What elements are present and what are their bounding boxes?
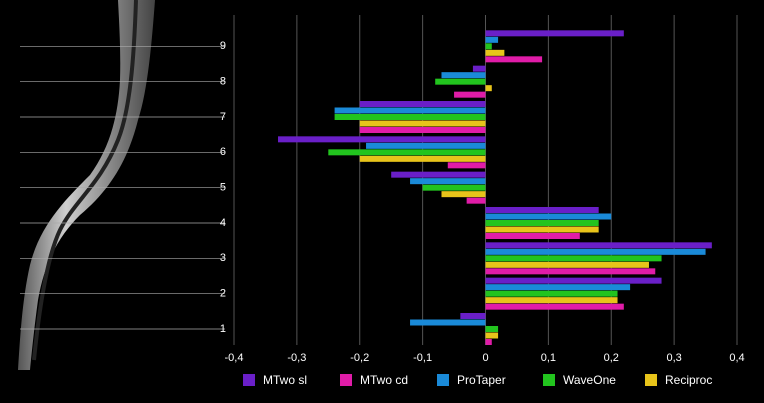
legend-swatch [645, 374, 657, 386]
bar [359, 127, 486, 133]
bar [460, 313, 486, 319]
y-tick-label: 6 [220, 146, 226, 158]
bar [485, 261, 649, 268]
xray-canal [32, 0, 138, 361]
bar [391, 171, 486, 178]
legend-label: MTwo sl [263, 373, 307, 387]
y-tick-label: 4 [220, 217, 226, 229]
x-tick-label: -0,2 [350, 352, 369, 364]
bar [466, 197, 486, 204]
bar [410, 319, 486, 326]
bar [278, 136, 486, 143]
bar [485, 290, 618, 297]
xray-root [18, 0, 155, 370]
y-tick-label: 3 [220, 252, 226, 264]
bar [485, 339, 492, 345]
x-tick-label: -0,4 [225, 352, 244, 364]
bar [441, 72, 486, 79]
legend-label: WaveOne [563, 373, 616, 387]
x-tick-label: 0 [482, 352, 488, 364]
legend-swatch [243, 374, 255, 386]
bar [485, 332, 499, 339]
bar [485, 207, 599, 213]
legend-swatch [437, 374, 449, 386]
bar [328, 149, 486, 156]
bar [472, 65, 486, 72]
x-tick-label: 0,4 [729, 352, 744, 364]
bar [454, 91, 486, 98]
y-tick-label: 8 [220, 76, 226, 88]
legend-label: ProTaper [457, 373, 506, 387]
bar [422, 184, 486, 191]
bar [485, 85, 492, 92]
bar [485, 233, 580, 239]
bar [485, 36, 499, 43]
legend-swatch [543, 374, 555, 386]
bar [485, 248, 706, 255]
x-tick-label: -0,3 [287, 352, 306, 364]
y-tick-label: 1 [220, 323, 226, 335]
bar [366, 142, 486, 149]
x-tick-label: -0,1 [413, 352, 432, 364]
bar [485, 255, 662, 262]
bar [485, 49, 505, 56]
x-tick-label: 0,2 [604, 352, 619, 364]
legend-label: MTwo cd [360, 373, 408, 387]
bar [485, 56, 543, 63]
bar [485, 30, 624, 37]
bar [485, 213, 612, 220]
y-tick-label: 5 [220, 182, 226, 194]
bar [485, 326, 499, 332]
bar [485, 226, 599, 233]
bar [485, 303, 624, 310]
legend-label: Reciproc [665, 373, 712, 387]
bar [485, 284, 631, 291]
bar [485, 297, 618, 304]
bar [435, 78, 486, 85]
x-tick-label: 0,1 [541, 352, 556, 364]
bar [447, 162, 486, 169]
x-tick-label: 0,3 [666, 352, 681, 364]
bar [359, 155, 486, 162]
bar [485, 220, 599, 226]
bar [485, 43, 492, 50]
bar [334, 114, 486, 120]
bar [485, 268, 656, 275]
bar [359, 120, 486, 127]
bar [334, 107, 486, 114]
bar [359, 101, 486, 107]
y-tick-label: 2 [220, 288, 226, 300]
bar [441, 191, 486, 198]
legend-swatch [340, 374, 352, 386]
bar [485, 277, 662, 284]
bar [485, 242, 712, 249]
y-tick-label: 7 [220, 111, 226, 123]
y-tick-label: 9 [220, 40, 226, 52]
bar [410, 178, 486, 185]
